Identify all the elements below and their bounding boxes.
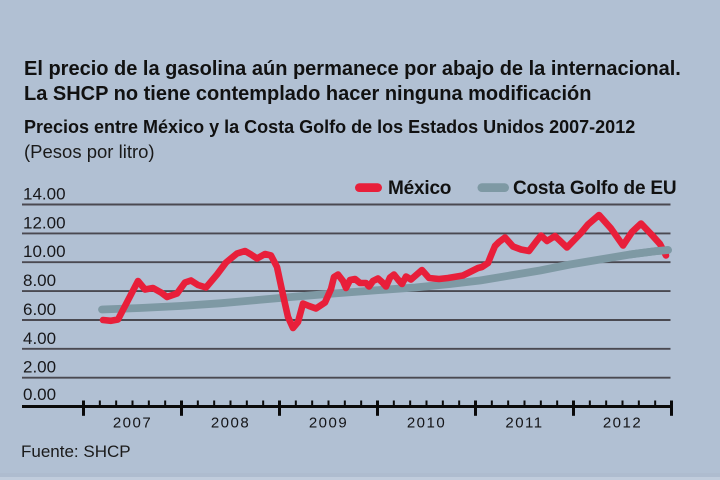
- svg-text:12.00: 12.00: [23, 213, 66, 232]
- svg-text:6.00: 6.00: [23, 300, 56, 319]
- svg-text:2009: 2009: [309, 415, 348, 432]
- svg-text:2.00: 2.00: [23, 358, 56, 377]
- svg-text:2007: 2007: [113, 415, 152, 432]
- svg-text:14.00: 14.00: [23, 185, 66, 204]
- svg-text:2008: 2008: [211, 415, 250, 432]
- svg-text:8.00: 8.00: [23, 271, 56, 290]
- svg-text:2012: 2012: [603, 415, 642, 432]
- svg-text:2010: 2010: [407, 415, 446, 432]
- svg-text:10.00: 10.00: [23, 242, 66, 261]
- svg-text:2011: 2011: [505, 415, 543, 432]
- svg-text:0.00: 0.00: [23, 385, 56, 404]
- svg-text:4.00: 4.00: [23, 329, 56, 348]
